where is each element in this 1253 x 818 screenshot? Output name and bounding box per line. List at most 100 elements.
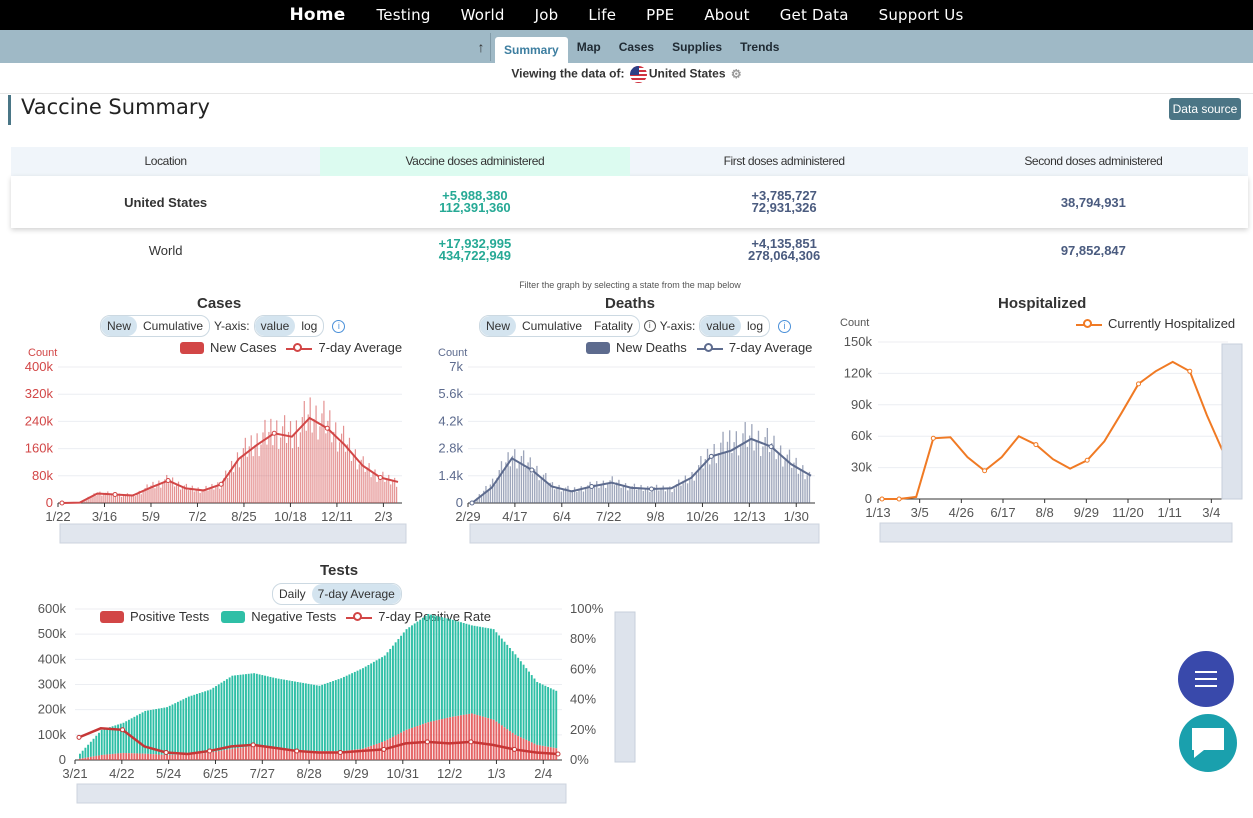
data-bar	[101, 495, 103, 503]
negative-tests-bar	[187, 696, 190, 755]
positive-tests-bar	[389, 738, 392, 760]
tab-supplies[interactable]: Supplies	[672, 39, 723, 54]
data-bar	[709, 464, 711, 503]
nav-world[interactable]: World	[460, 6, 505, 24]
total-new: +17,932,995	[438, 236, 512, 251]
positive-tests-bar	[400, 732, 403, 760]
positive-tests-bar	[217, 751, 220, 760]
data-bar	[352, 454, 354, 503]
negative-tests-bar	[378, 658, 381, 744]
positive-tests-bar	[435, 720, 438, 760]
negative-tests-bar	[136, 715, 139, 754]
col-second-doses[interactable]: Second doses administered	[1024, 154, 1163, 168]
col-location[interactable]: Location	[144, 154, 188, 168]
table-row[interactable]: United States +5,988,380 112,391,360 +3,…	[11, 176, 1248, 228]
negative-tests-bar	[283, 679, 286, 750]
tab-summary[interactable]: Summary	[495, 37, 568, 63]
positive-tests-bar	[114, 753, 117, 760]
positive-tests-bar	[117, 753, 120, 760]
nav-life[interactable]: Life	[588, 6, 617, 24]
data-bar	[146, 484, 148, 503]
positive-rate-point	[76, 734, 82, 740]
x-tick-label: 9/29	[1074, 505, 1099, 520]
arrow-up-icon[interactable]: ↑	[472, 32, 491, 61]
negative-tests-bar	[315, 685, 318, 752]
positive-tests-bar	[517, 736, 520, 760]
negative-tests-bar	[89, 741, 92, 757]
legend-positive-tests[interactable]: Positive Tests	[130, 609, 210, 624]
tests-7day-button[interactable]: 7-day Average	[311, 584, 401, 604]
nav-job[interactable]: Job	[534, 6, 559, 24]
legend-new-deaths[interactable]: New Deaths	[616, 340, 687, 355]
data-bar	[500, 461, 503, 503]
legend-negative-tests[interactable]: Negative Tests	[251, 609, 337, 624]
table-row[interactable]: World +17,932,995 434,722,949 +4,135,851…	[11, 228, 1248, 272]
menu-button[interactable]	[1178, 651, 1234, 707]
negative-tests-bar	[544, 685, 547, 747]
data-bar	[138, 490, 140, 503]
info-icon[interactable]: i	[332, 319, 346, 333]
avg-point	[529, 467, 535, 473]
data-bar	[360, 459, 362, 503]
info-icon[interactable]: i	[778, 319, 792, 333]
deaths-value-button[interactable]: value	[700, 316, 741, 336]
deaths-log-button[interactable]: log	[747, 319, 764, 333]
positive-tests-bar	[356, 749, 359, 760]
positive-tests-bar	[522, 738, 525, 760]
data-bar	[117, 494, 119, 503]
data-bar	[384, 481, 386, 503]
deaths-new-button[interactable]: New	[480, 316, 517, 336]
positive-tests-bar	[147, 753, 149, 760]
positive-rate-point	[294, 748, 300, 754]
col-first-doses[interactable]: First doses administered	[723, 154, 846, 168]
chat-button[interactable]	[1179, 714, 1237, 772]
legend-7day-cases[interactable]: 7-day Average	[318, 340, 403, 355]
positive-tests-bar	[155, 754, 158, 760]
cases-new-button[interactable]: New	[101, 316, 138, 336]
tab-cases[interactable]: Cases	[618, 39, 655, 54]
positive-tests-bar	[503, 727, 506, 760]
data-bar	[649, 491, 651, 503]
data-bar	[693, 480, 695, 503]
negative-tests-bar	[163, 707, 166, 755]
positive-tests-bar	[405, 729, 408, 760]
data-bar	[666, 488, 669, 503]
tab-trends[interactable]: Trends	[740, 39, 780, 54]
nav-ppe[interactable]: PPE	[646, 6, 675, 24]
cases-value-button[interactable]: value	[254, 316, 296, 336]
nav-support-us[interactable]: Support Us	[878, 6, 964, 24]
info-icon[interactable]: i	[643, 320, 656, 332]
cases-log-button[interactable]: log	[301, 319, 318, 333]
data-bar	[89, 497, 91, 503]
legend-new-cases[interactable]: New Cases	[210, 340, 277, 355]
negative-tests-bar	[421, 617, 424, 725]
data-source-button[interactable]: Data source	[1169, 98, 1241, 120]
nav-about[interactable]: About	[704, 6, 750, 24]
y2-tick-label: 60%	[570, 661, 596, 676]
tab-map[interactable]: Map	[576, 39, 601, 54]
gear-icon[interactable]: ⚙	[730, 66, 742, 81]
nav-get-data[interactable]: Get Data	[779, 6, 849, 24]
legend-7day-deaths[interactable]: 7-day Average	[728, 340, 813, 355]
x-tick-label: 1/22	[45, 509, 70, 524]
col-vaccine-doses[interactable]: Vaccine doses administered	[320, 147, 630, 176]
x-tick-label: 10/26	[686, 509, 719, 524]
deaths-fatality-button[interactable]: Fatality	[594, 319, 633, 333]
positive-tests-bar	[98, 755, 100, 760]
nav-home[interactable]: Home	[289, 5, 346, 25]
nav-testing[interactable]: Testing	[376, 6, 431, 24]
second-value: 38,794,931	[1060, 194, 1126, 210]
negative-tests-bar	[451, 619, 454, 717]
negative-tests-bar	[98, 732, 100, 756]
deaths-cumulative-button[interactable]: Cumulative	[522, 319, 583, 333]
negative-tests-bar	[144, 710, 147, 754]
tests-daily-button[interactable]: Daily	[279, 587, 306, 601]
data-bar	[128, 496, 130, 503]
negative-tests-bar	[212, 687, 215, 752]
positive-tests-bar	[269, 748, 272, 760]
legend-currently-hospitalized[interactable]: Currently Hospitalized	[1108, 316, 1236, 331]
viewing-country[interactable]: United States	[648, 66, 726, 81]
y-tick-label: 400k	[25, 359, 54, 374]
cases-cumulative-button[interactable]: Cumulative	[143, 319, 204, 333]
